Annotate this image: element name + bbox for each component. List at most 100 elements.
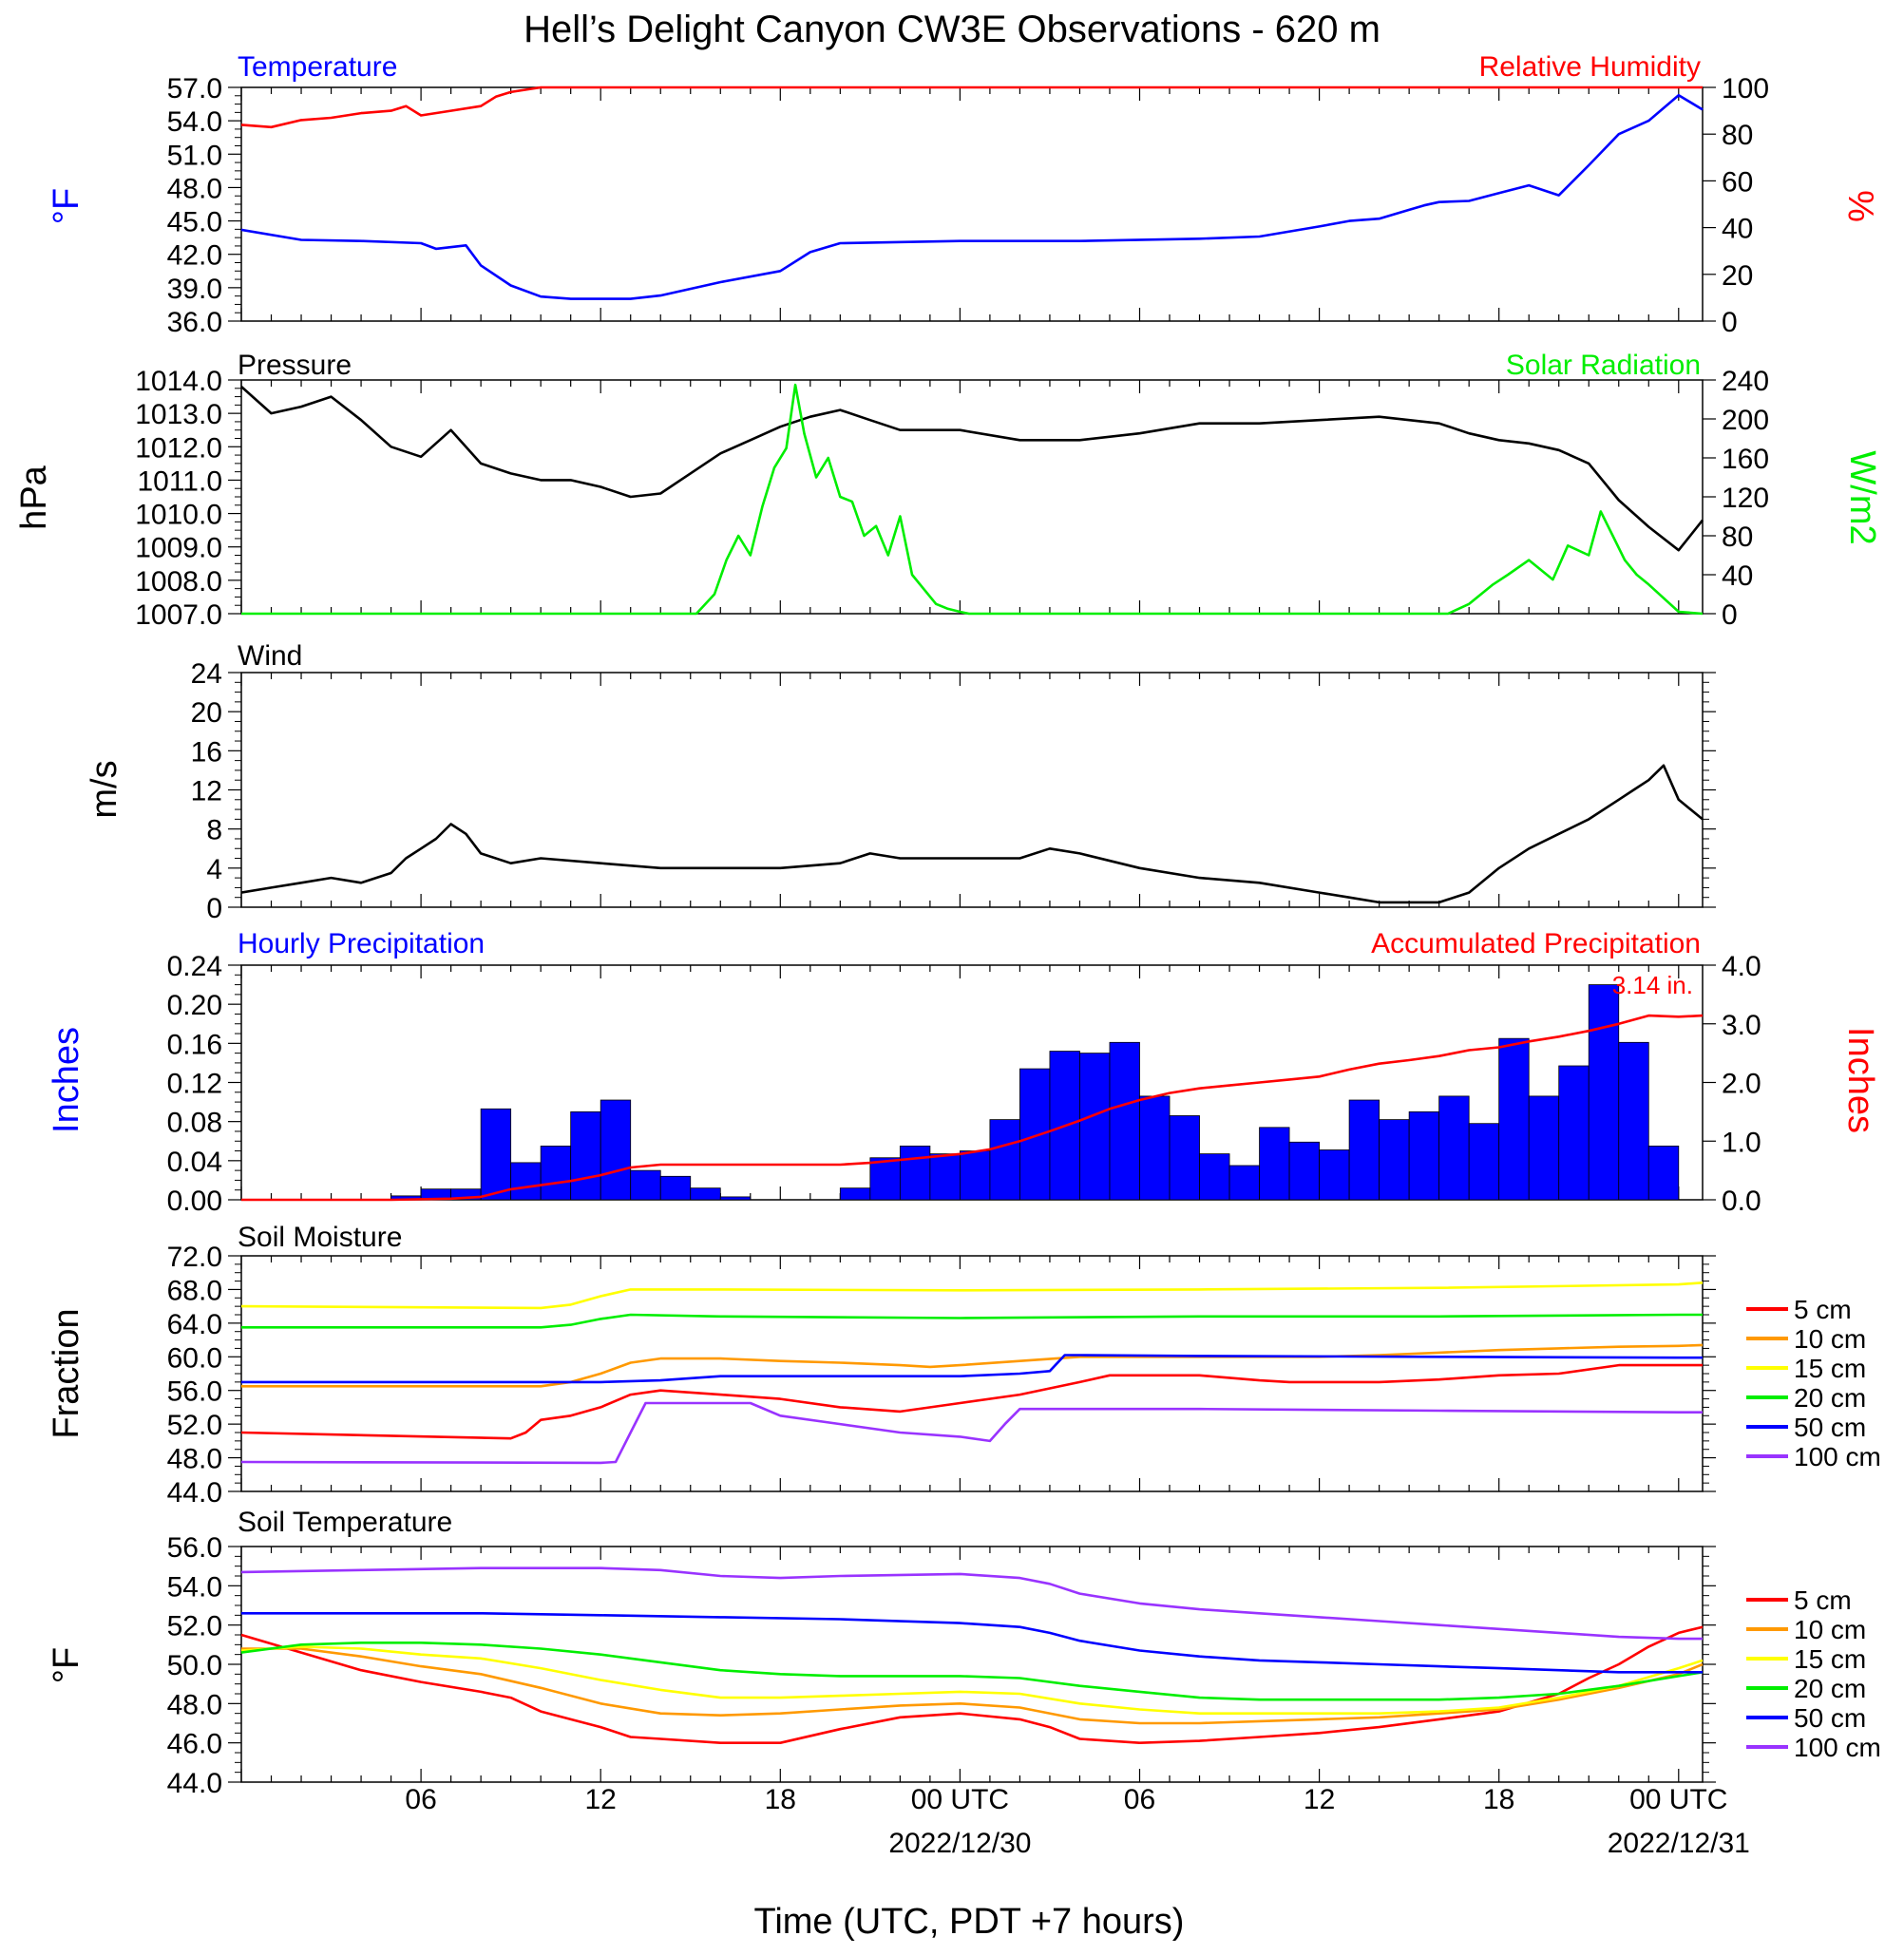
y-tick-label: 0.04	[167, 1147, 222, 1178]
humidity-title: Relative Humidity	[1479, 51, 1701, 83]
y-tick-label-right: 200	[1722, 405, 1769, 436]
precip-bar	[1379, 1119, 1410, 1201]
y-tick-label: 68.0	[167, 1275, 222, 1306]
y-tick-label: 1008.0	[135, 566, 222, 598]
panel-series	[240, 85, 1704, 300]
y-tick-label: 16	[191, 736, 222, 768]
precip-bar	[1079, 1053, 1111, 1201]
precip-bar	[480, 1108, 512, 1201]
precip-bar	[1498, 1037, 1530, 1201]
y-tick-label-right: 160	[1722, 444, 1769, 475]
precip-bar	[1139, 1095, 1171, 1201]
panel-axes: 57.054.051.048.045.042.039.036.0 100 80 60 4…	[167, 73, 1769, 338]
legend-label: 100 cm	[1794, 1733, 1881, 1762]
y-tick-label: 20	[191, 697, 222, 729]
y-tick-label: 52.0	[167, 1611, 222, 1642]
y-tick-label-right: 2.0	[1722, 1069, 1761, 1100]
y-tick-label-right: 100	[1722, 73, 1769, 104]
y-tick-label: 12	[191, 776, 222, 807]
y-tick-label: 0.12	[167, 1069, 222, 1100]
time-tick-label: 00 UTC	[911, 1784, 1009, 1815]
y-tick-label: 0.08	[167, 1108, 222, 1139]
y-tick-label: 4	[206, 854, 222, 885]
series-line	[241, 1343, 1704, 1388]
y-tick-label-right: 60	[1722, 166, 1753, 198]
wind-title: Wind	[238, 640, 302, 672]
series-line	[240, 764, 1704, 904]
precip-bar	[1019, 1068, 1051, 1201]
precip-bar	[839, 1187, 871, 1201]
precip-bar	[1199, 1153, 1230, 1201]
y-tick-label: 57.0	[167, 73, 222, 104]
legend-label: 5 cm	[1794, 1585, 1852, 1615]
precip-bar	[510, 1162, 542, 1201]
wind-axis-label: m/s	[85, 760, 124, 818]
y-tick-label: 8	[206, 815, 222, 846]
y-tick-label: 72.0	[167, 1242, 222, 1273]
legend-label: 50 cm	[1794, 1703, 1866, 1733]
series-line	[240, 1566, 1703, 1641]
pressure-axis-label: hPa	[14, 465, 54, 529]
y-tick-label-right: 80	[1722, 120, 1753, 151]
wind-panel: 24 20 16 12 8 4 0 Wind m/s	[85, 640, 1716, 924]
precip-bar	[1618, 1041, 1649, 1201]
precip-bar	[540, 1145, 572, 1201]
precip-bar	[1558, 1065, 1590, 1201]
y-tick-label: 44.0	[167, 1768, 222, 1799]
temperature-axis-label: °F	[47, 188, 86, 224]
precip-bar	[959, 1150, 991, 1201]
y-tick-label: 1013.0	[135, 399, 222, 430]
soil-moisture-panel: 72.068.064.060.056.052.048.044.0 5 cm10 …	[47, 1222, 1881, 1509]
legend-label: 100 cm	[1794, 1442, 1881, 1471]
panel-series	[240, 1281, 1704, 1465]
y-tick-label-right: 3.0	[1722, 1010, 1761, 1041]
humidity-axis-label: %	[1840, 190, 1880, 222]
time-tick-label: 12	[1304, 1784, 1335, 1815]
y-tick-label: 64.0	[167, 1309, 222, 1340]
panel-axes: 72.068.064.060.056.052.048.044.0	[167, 1242, 1716, 1509]
legend-label: 10 cm	[1794, 1324, 1866, 1354]
y-tick-label-right: 0	[1722, 599, 1738, 631]
precip-bar	[1288, 1141, 1320, 1201]
y-tick-label: 46.0	[167, 1729, 222, 1760]
panel-series	[240, 383, 1704, 616]
legend-label: 15 cm	[1794, 1354, 1866, 1383]
precip-bar	[1408, 1110, 1440, 1201]
legend-label: 20 cm	[1794, 1383, 1866, 1413]
date-label: 2022/12/31	[1608, 1828, 1750, 1859]
y-tick-label-right: 20	[1722, 260, 1753, 292]
y-tick-label: 52.0	[167, 1410, 222, 1441]
y-tick-label: 1014.0	[135, 366, 222, 397]
y-tick-label-right: 1.0	[1722, 1127, 1761, 1158]
y-tick-label: 50.0	[167, 1650, 222, 1681]
legend-label: 10 cm	[1794, 1615, 1866, 1644]
accumulated-precip-axis-label: Inches	[1840, 1027, 1880, 1133]
precip-bar	[1259, 1127, 1290, 1201]
precip-bar	[630, 1169, 661, 1201]
y-tick-label: 48.0	[167, 1689, 222, 1720]
series-line	[240, 93, 1704, 300]
series-line	[240, 386, 1704, 552]
precip-bar	[1109, 1041, 1140, 1201]
precip-bar	[989, 1119, 1020, 1201]
panel-axes: 56.0 54.0 52.0 50.0 48.0 46.0 44.0	[167, 1532, 1716, 1799]
panel-axes: 0.24 0.20 0.16 0.12 0.08 0.04 0.00 4.0 3.0 2.0 1.0…	[167, 951, 1761, 1217]
series-line	[241, 383, 1704, 616]
precip-bar	[1438, 1095, 1470, 1201]
legend-label: 5 cm	[1794, 1295, 1852, 1324]
y-tick-label: 60.0	[167, 1342, 222, 1374]
time-tick-label: 12	[585, 1784, 617, 1815]
precip-bar	[869, 1157, 901, 1201]
precip-bar	[1228, 1165, 1260, 1201]
precip-bar	[1588, 984, 1620, 1201]
y-tick-label: 0	[206, 893, 222, 924]
y-tick-label-right: 40	[1722, 214, 1753, 245]
series-line	[240, 1642, 1704, 1701]
pressure-solar-panel: 1014.01013.01012.01011.01010.01009.01008…	[14, 350, 1882, 631]
precip-bar	[570, 1110, 601, 1201]
accumulated-total-label: 3.14 in.	[1612, 971, 1693, 999]
series-line	[240, 85, 1703, 129]
